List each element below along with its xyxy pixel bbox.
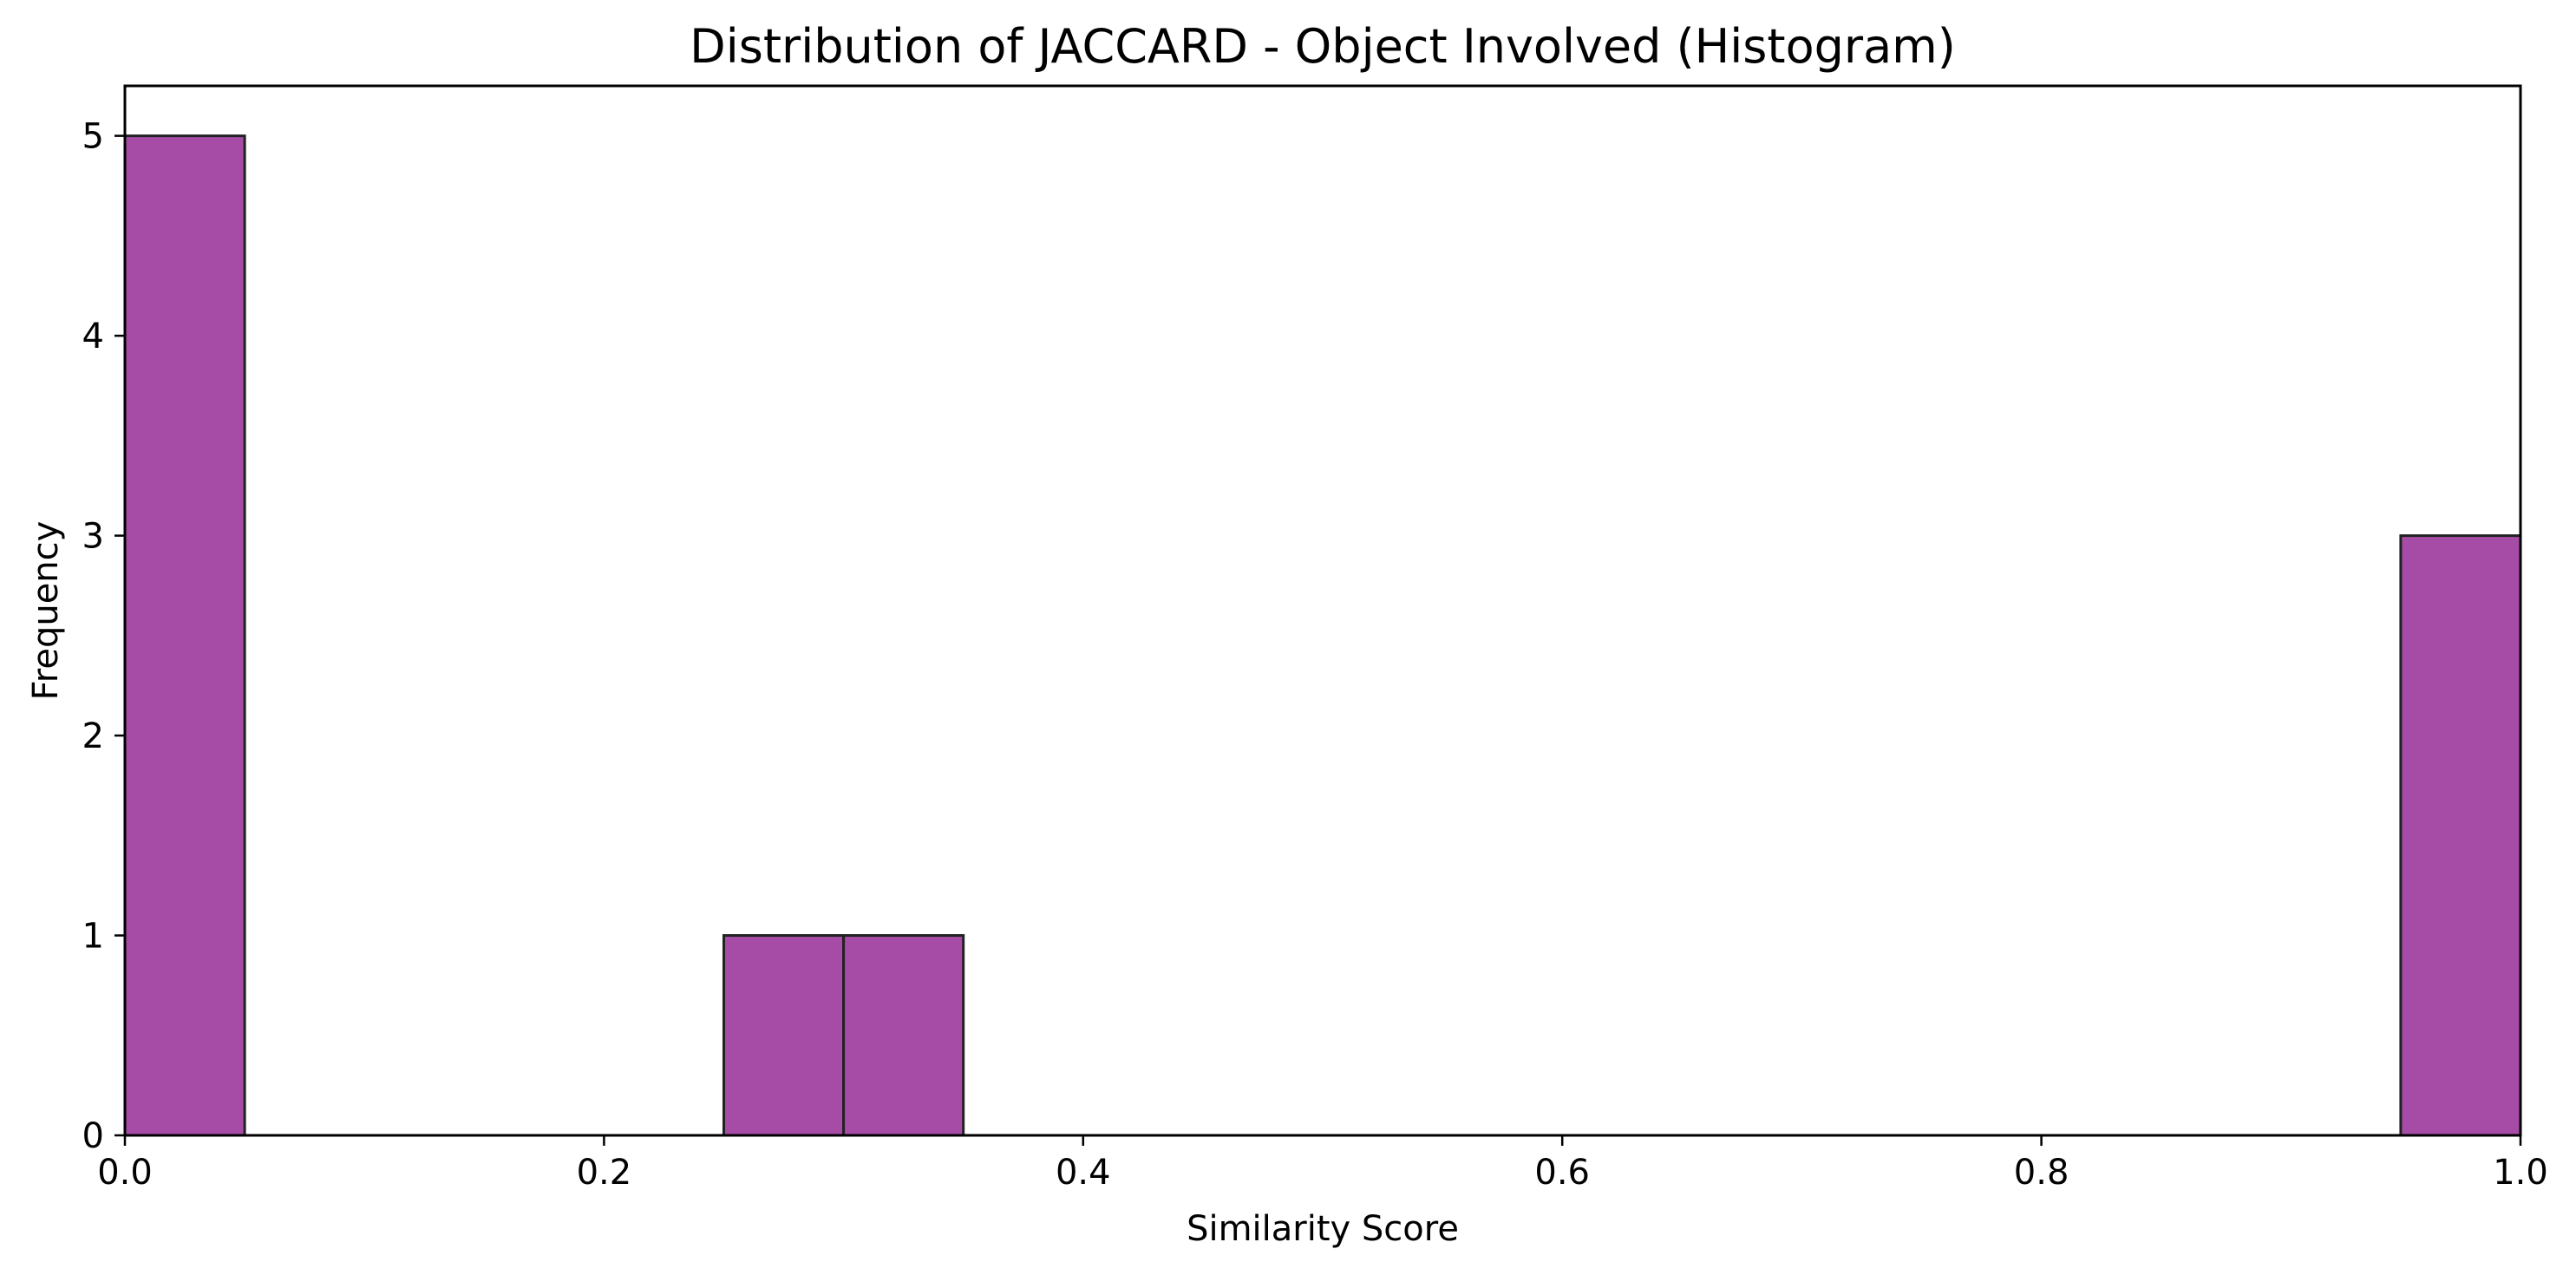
y-tick-label-5: 5 xyxy=(82,117,104,157)
x-tick-label-0: 0.0 xyxy=(97,1153,153,1193)
x-tick-label-3: 0.6 xyxy=(1534,1153,1590,1193)
histogram-bar-2 xyxy=(842,934,965,1137)
y-tick-label-4: 4 xyxy=(82,317,104,356)
chart-title: Distribution of JACCARD - Object Involve… xyxy=(690,19,1956,74)
y-tick-label-0: 0 xyxy=(82,1116,104,1156)
y-axis-ticks: 0 1 2 3 4 5 xyxy=(82,117,125,1156)
histogram-bar-1 xyxy=(722,934,846,1137)
x-tick-label-1: 0.2 xyxy=(577,1153,632,1193)
x-tick-label-5: 1.0 xyxy=(2493,1153,2548,1193)
bars-group xyxy=(123,134,2522,1137)
y-tick-label-3: 3 xyxy=(82,517,104,557)
x-axis-ticks: 0.0 0.2 0.4 0.6 0.8 1.0 xyxy=(97,1135,2548,1193)
x-tick-label-4: 0.8 xyxy=(2014,1153,2069,1193)
plot-area-frame xyxy=(123,84,2522,1137)
histogram-bar-3 xyxy=(2399,534,2522,1137)
y-tick-label-1: 1 xyxy=(82,917,104,957)
x-tick-label-2: 0.4 xyxy=(1056,1153,1111,1193)
histogram-bar-0 xyxy=(123,134,246,1137)
y-tick-label-2: 2 xyxy=(82,716,104,756)
x-axis-label: Similarity Score xyxy=(1187,1209,1459,1249)
y-axis-label: Frequency xyxy=(26,521,66,701)
